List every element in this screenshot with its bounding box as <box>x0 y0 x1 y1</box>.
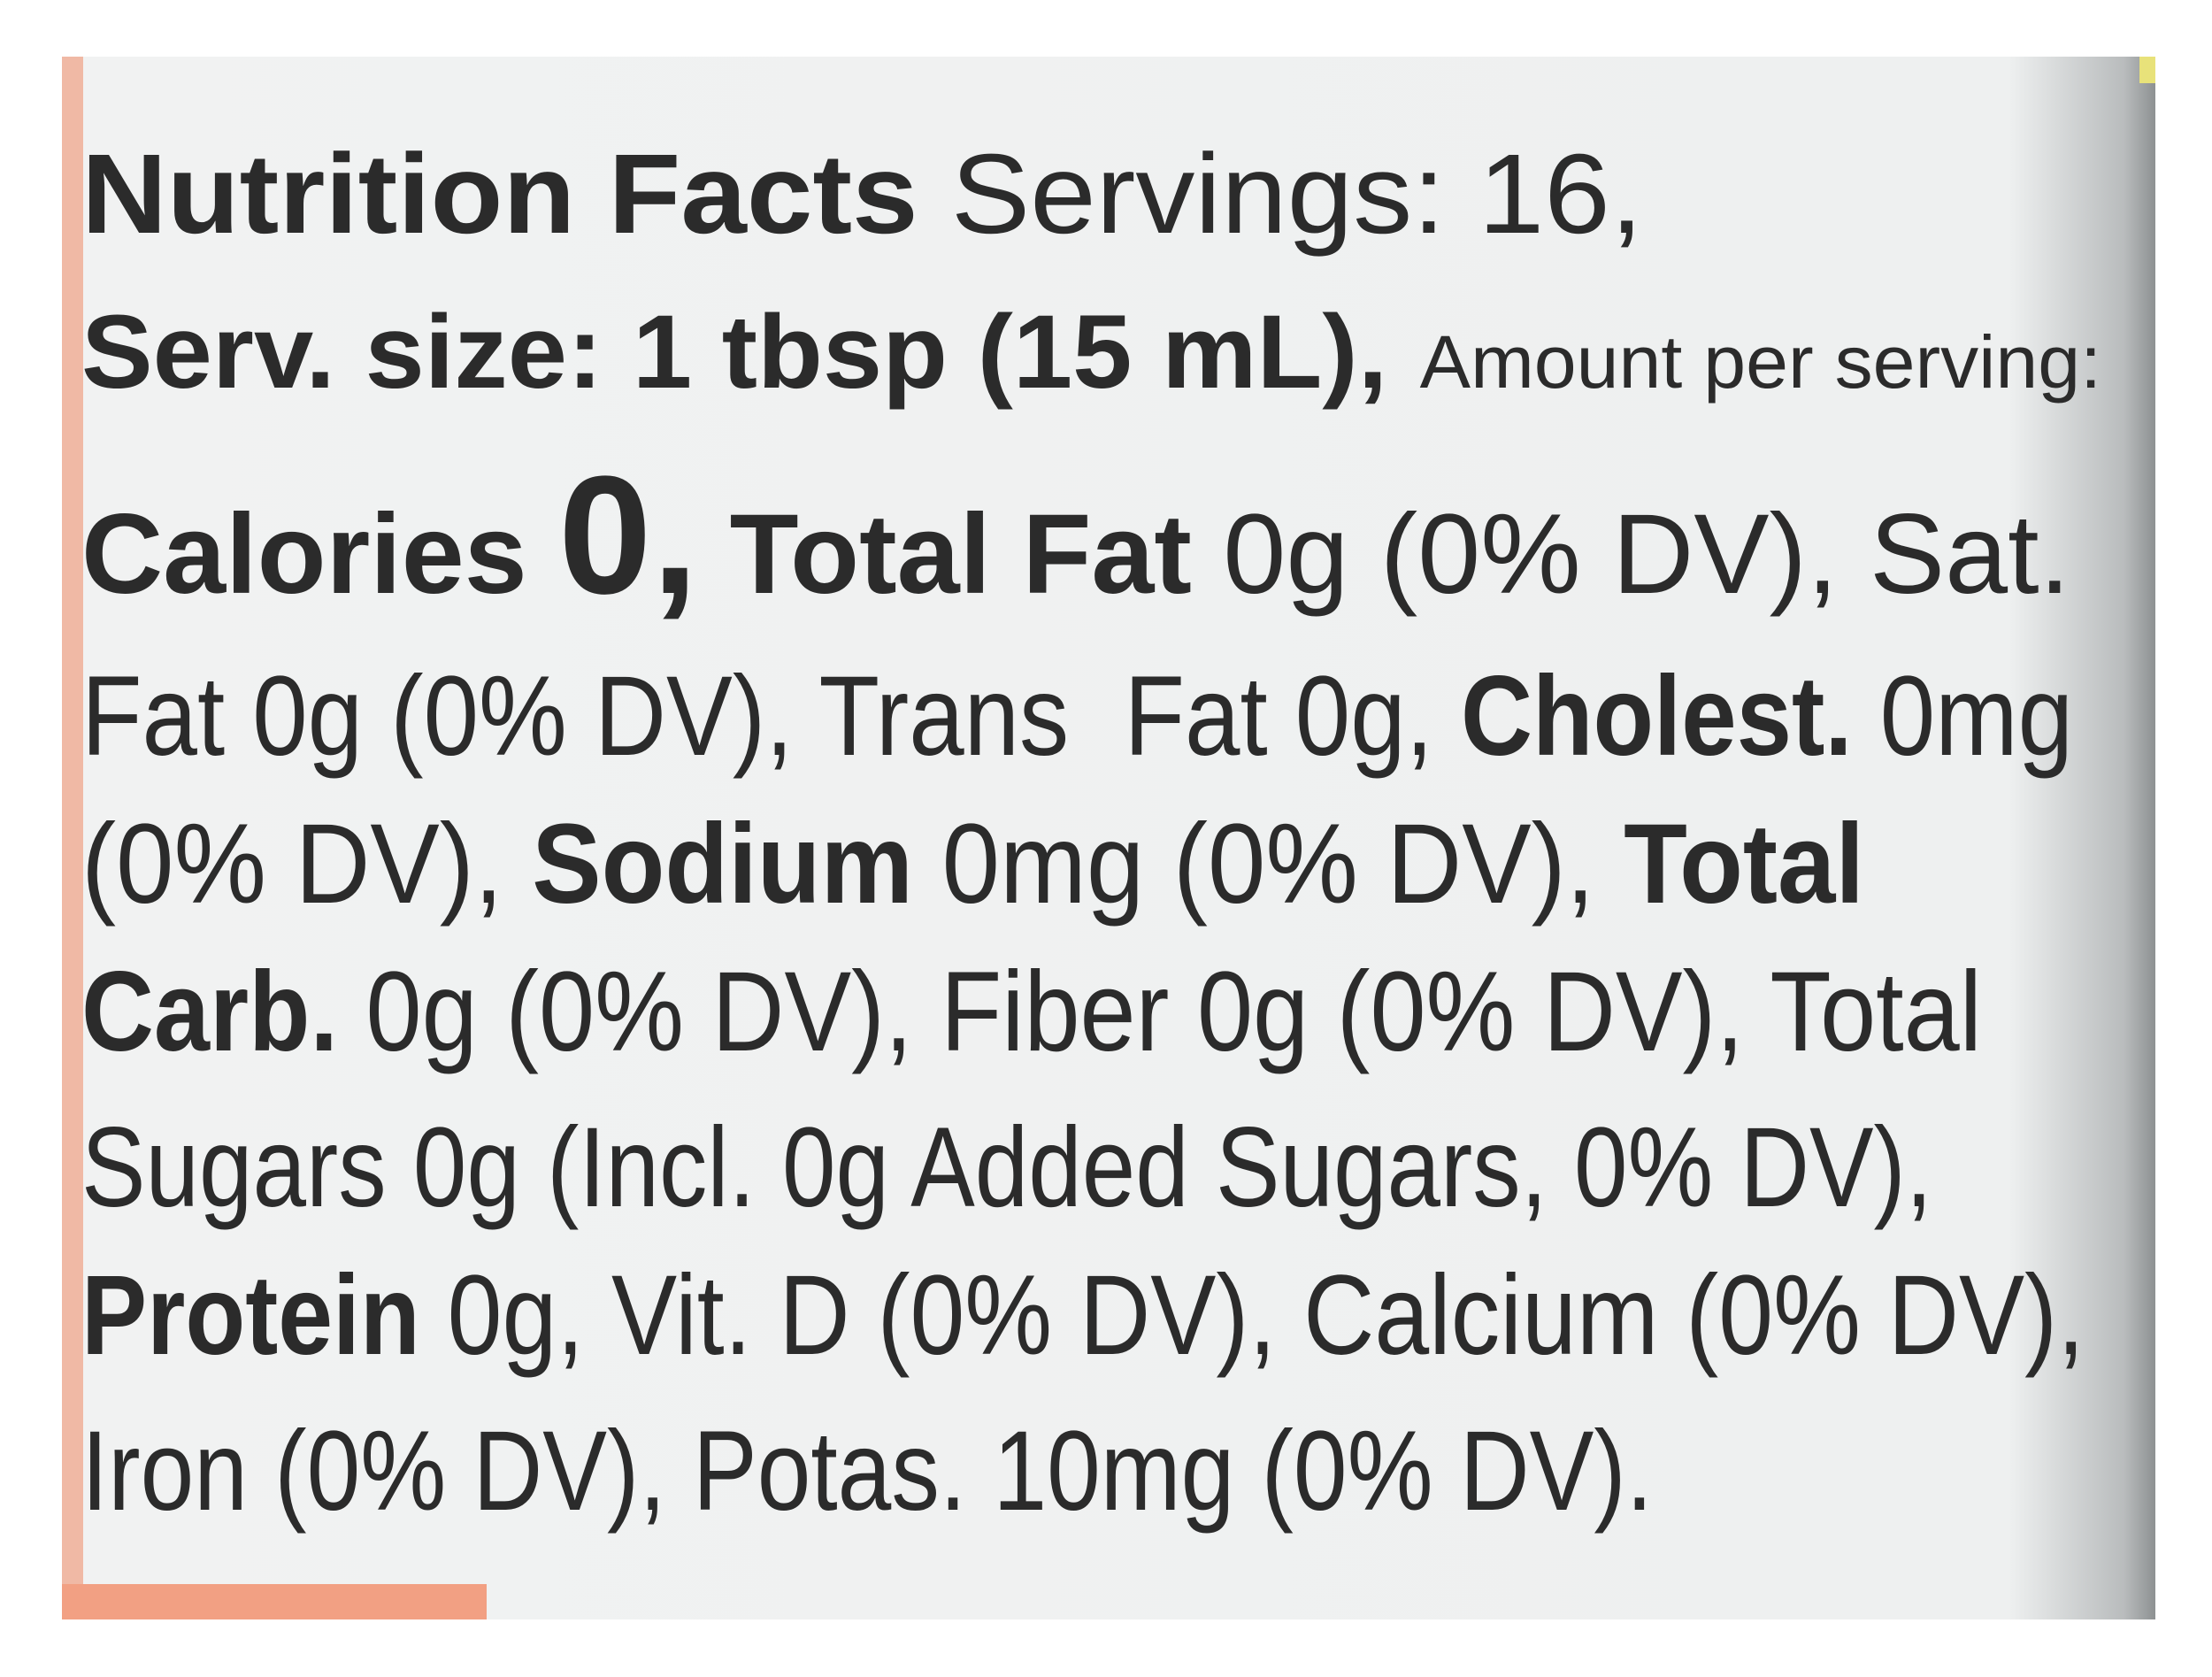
label-background <box>62 57 2155 1619</box>
text: Sugars 0g (Incl. 0g Added Sugars, 0% DV)… <box>81 1104 1932 1231</box>
line: Protein 0g, Vit. D (0% DV), Calcium (0% … <box>81 1252 2085 1379</box>
line: Sugars 0g (Incl. 0g Added Sugars, 0% DV)… <box>81 1104 1932 1231</box>
label-edge <box>2139 57 2155 83</box>
text: Servings: 16, <box>951 131 1643 258</box>
line: Serv. size: 1 tbsp (15 mL), Amount per s… <box>81 286 2101 412</box>
text: Sodium <box>532 801 913 927</box>
text: Serv. size: 1 tbsp (15 mL), <box>81 294 1387 411</box>
line: Fat 0g (0% DV), Trans Fat 0g, Cholest. 0… <box>81 653 2073 780</box>
text: Protein <box>81 1252 420 1379</box>
nutrition-text: Nutrition Facts Servings: 16, Serv. size… <box>81 131 2101 1535</box>
text: Amount per serving: <box>1420 320 2101 404</box>
text: Iron (0% DV), Potas. 10mg (0% DV). <box>81 1408 1653 1535</box>
text: Nutrition Facts <box>81 131 918 258</box>
line: (0% DV), Sodium 0mg (0% DV), Total <box>81 801 1864 927</box>
line: Iron (0% DV), Potas. 10mg (0% DV). <box>81 1408 1653 1535</box>
text: Calories <box>81 491 527 618</box>
text: 0g, Vit. D (0% DV), Calcium (0% DV), <box>448 1252 2085 1379</box>
text: (0% DV), <box>81 801 503 927</box>
text: Total Fat <box>730 491 1192 618</box>
text: 0g (0% DV), Sat. <box>1223 491 2070 618</box>
text: 0g (0% DV), Fiber 0g (0% DV), Total <box>366 949 1982 1075</box>
label-edge <box>62 1584 487 1619</box>
text: Fat 0g (0% DV), Trans Fat 0g, <box>81 653 1433 780</box>
text: Cholest. <box>1461 653 1853 780</box>
text: Total <box>1624 801 1864 927</box>
text: 0mg <box>1880 653 2073 780</box>
line: Calories 0, Total Fat 0g (0% DV), Sat. <box>81 442 2070 629</box>
text: 0, <box>558 442 698 629</box>
label-edge <box>62 57 83 1619</box>
line: Carb. 0g (0% DV), Fiber 0g (0% DV), Tota… <box>81 949 1982 1075</box>
line: Nutrition Facts Servings: 16, <box>81 131 1643 258</box>
text: Carb. <box>81 949 338 1075</box>
text: 0mg (0% DV), <box>942 801 1595 927</box>
